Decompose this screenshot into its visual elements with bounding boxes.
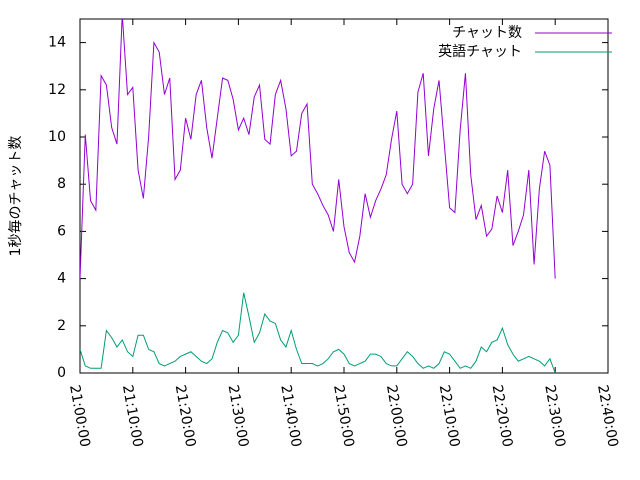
y-axis-label: 1秒毎のチャット数 <box>8 136 24 257</box>
x-tick-label: 22:40:00 <box>594 384 621 449</box>
x-tick-label: 22:30:00 <box>541 384 568 449</box>
x-tick-label: 21:20:00 <box>172 384 199 449</box>
x-tick-label: 22:00:00 <box>383 384 410 449</box>
legend-label: チャット数 <box>452 25 522 41</box>
y-tick-label: 2 <box>57 318 66 334</box>
legend-label: 英語チャット <box>438 43 522 60</box>
x-tick-label: 21:00:00 <box>66 384 93 449</box>
plot-frame <box>79 18 609 374</box>
x-tick-label: 21:50:00 <box>330 384 357 449</box>
y-tick-label: 6 <box>57 223 66 239</box>
y-tick-label: 10 <box>48 129 66 145</box>
x-tick-label: 22:20:00 <box>489 384 516 449</box>
y-tick-label: 14 <box>48 35 66 51</box>
x-tick-label: 22:10:00 <box>436 384 463 449</box>
y-tick-label: 4 <box>57 271 66 287</box>
plot-area <box>80 19 556 373</box>
y-tick-label: 0 <box>57 365 66 381</box>
y-tick-label: 12 <box>48 82 66 98</box>
series-line <box>80 292 556 373</box>
x-tick-label: 21:10:00 <box>119 384 146 449</box>
y-tick-label: 8 <box>57 176 66 192</box>
x-tick-label: 21:30:00 <box>225 384 252 449</box>
series-line <box>80 19 556 279</box>
x-tick-label: 21:40:00 <box>277 384 304 449</box>
